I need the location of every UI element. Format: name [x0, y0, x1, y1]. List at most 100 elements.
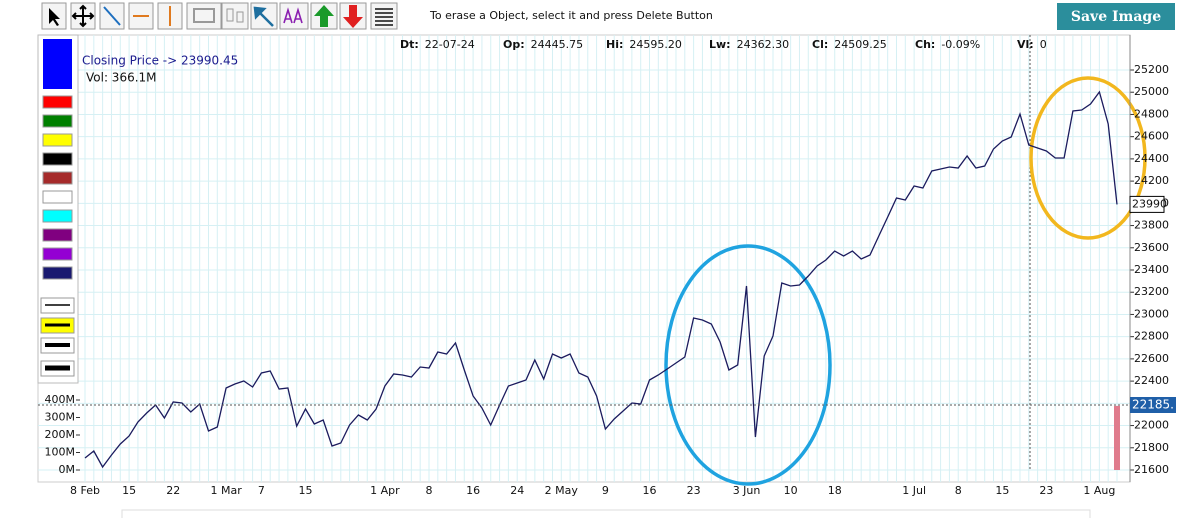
- x-tick-label: 23: [687, 484, 701, 497]
- color-swatch[interactable]: [42, 152, 73, 166]
- color-swatch[interactable]: [42, 114, 73, 128]
- annotation-ellipse[interactable]: [1029, 76, 1147, 240]
- volume-tick-label: 0M: [59, 463, 76, 476]
- x-tick-label: 23: [1039, 484, 1053, 497]
- volume-label: Vol: 366.1M: [86, 71, 157, 85]
- y-tick-label: 24400: [1134, 152, 1169, 165]
- color-swatch[interactable]: [42, 95, 73, 109]
- info-value: 22-07-24: [425, 38, 475, 51]
- color-swatch[interactable]: [42, 209, 73, 223]
- volume-tick-label: 300M: [45, 411, 76, 424]
- y-tick-label: 22400: [1134, 374, 1169, 387]
- tool-lines[interactable]: [370, 2, 398, 30]
- color-swatch[interactable]: [43, 39, 72, 89]
- save-image-label[interactable]: Save Image: [1071, 9, 1161, 25]
- info-value: 24445.75: [531, 38, 584, 51]
- x-tick-label: 8 Feb: [70, 484, 100, 497]
- footer-box: [121, 509, 1091, 522]
- tool-arrow[interactable]: [250, 2, 278, 30]
- info-value: -0.09%: [941, 38, 980, 51]
- chart-title: Closing Price -> 23990.45: [82, 54, 238, 68]
- info-label: Ch:: [915, 38, 935, 51]
- x-tick-label: 7: [258, 484, 265, 497]
- x-tick-label: 16: [643, 484, 657, 497]
- tool-trendline[interactable]: [99, 2, 125, 30]
- x-tick-label: 10: [784, 484, 798, 497]
- volume-tick-label: 200M: [45, 428, 76, 441]
- y-tick-label: 24800: [1134, 107, 1169, 120]
- info-value: 24595.20: [629, 38, 682, 51]
- volume-bar: [1114, 405, 1120, 470]
- x-tick-label: 9: [602, 484, 609, 497]
- y-tick-label: 25200: [1134, 63, 1169, 76]
- x-tick-label: 1 Aug: [1083, 484, 1115, 497]
- chart-frame: [37, 34, 1131, 483]
- tool-down-arrow[interactable]: [339, 2, 367, 30]
- info-label: Op:: [503, 38, 525, 51]
- tool-vline[interactable]: [157, 2, 183, 30]
- annotation-ellipse[interactable]: [664, 244, 832, 486]
- info-label: Vl:: [1017, 38, 1034, 51]
- y-tick-label: 24600: [1134, 130, 1169, 143]
- x-tick-label: 3 Jun: [733, 484, 761, 497]
- y-tick-label: 23400: [1134, 263, 1169, 276]
- volume-tick-label: 100M: [45, 446, 76, 459]
- color-swatch[interactable]: [42, 190, 73, 204]
- info-value: 0: [1040, 38, 1047, 51]
- y-tick-label: 21800: [1134, 441, 1169, 454]
- x-tick-label: 8: [426, 484, 433, 497]
- x-tick-label: 22: [166, 484, 180, 497]
- tool-rectangle[interactable]: [186, 2, 222, 30]
- y-tick-label: 22600: [1134, 352, 1169, 365]
- color-swatch[interactable]: [42, 228, 73, 242]
- y-tick-label: 22800: [1134, 330, 1169, 343]
- x-tick-label: 1 Apr: [370, 484, 400, 497]
- y-tick-label: 21600: [1134, 463, 1169, 476]
- y-tick-label: 23200: [1134, 285, 1169, 298]
- x-tick-label: 2 May: [545, 484, 579, 497]
- tool-hline[interactable]: [128, 2, 154, 30]
- info-label: Dt:: [400, 38, 419, 51]
- y-tick-label: 23800: [1134, 219, 1169, 232]
- x-tick-label: 8: [955, 484, 962, 497]
- tool-up-arrow[interactable]: [310, 2, 338, 30]
- price-line: [84, 90, 1118, 469]
- x-tick-label: 15: [122, 484, 136, 497]
- save-image-button[interactable]: Save Image: [1057, 3, 1175, 30]
- info-value: 24362.30: [737, 38, 790, 51]
- y-tick-label: 25000: [1134, 85, 1169, 98]
- x-tick-label: 16: [466, 484, 480, 497]
- y-tick-label: 22000: [1134, 419, 1169, 432]
- x-tick-label: 1 Mar: [211, 484, 243, 497]
- tool-move[interactable]: [70, 2, 96, 30]
- toolbar-hint: To erase a Object, select it and press D…: [429, 9, 713, 22]
- toolbar: [41, 2, 398, 30]
- x-tick-label: 1 Jul: [902, 484, 926, 497]
- x-tick-label: 15: [995, 484, 1009, 497]
- color-swatch[interactable]: [42, 133, 73, 147]
- volume-tick-label: 400M: [45, 393, 76, 406]
- y-tick-label: 23000: [1134, 307, 1169, 320]
- palette: [37, 34, 79, 384]
- color-swatch[interactable]: [42, 266, 73, 280]
- y-tick-label: 23600: [1134, 241, 1169, 254]
- y-tick-label: 24200: [1134, 174, 1169, 187]
- info-value: 24509.25: [834, 38, 887, 51]
- crosshair-label-box: [1130, 397, 1176, 413]
- color-swatch[interactable]: [42, 247, 73, 261]
- current-price-label: 23990: [1132, 197, 1167, 210]
- current-price-box: [1129, 195, 1165, 213]
- info-label: Lw:: [709, 38, 731, 51]
- color-swatch[interactable]: [42, 171, 73, 185]
- x-tick-label: 24: [510, 484, 524, 497]
- x-tick-label: 18: [828, 484, 842, 497]
- tool-candle[interactable]: [221, 2, 249, 30]
- x-tick-label: 15: [299, 484, 313, 497]
- crosshair-label: 22185.: [1132, 398, 1174, 412]
- info-label: Hi:: [606, 38, 623, 51]
- tool-text[interactable]: [279, 2, 309, 30]
- tool-select[interactable]: [41, 2, 67, 30]
- info-label: Cl:: [812, 38, 828, 51]
